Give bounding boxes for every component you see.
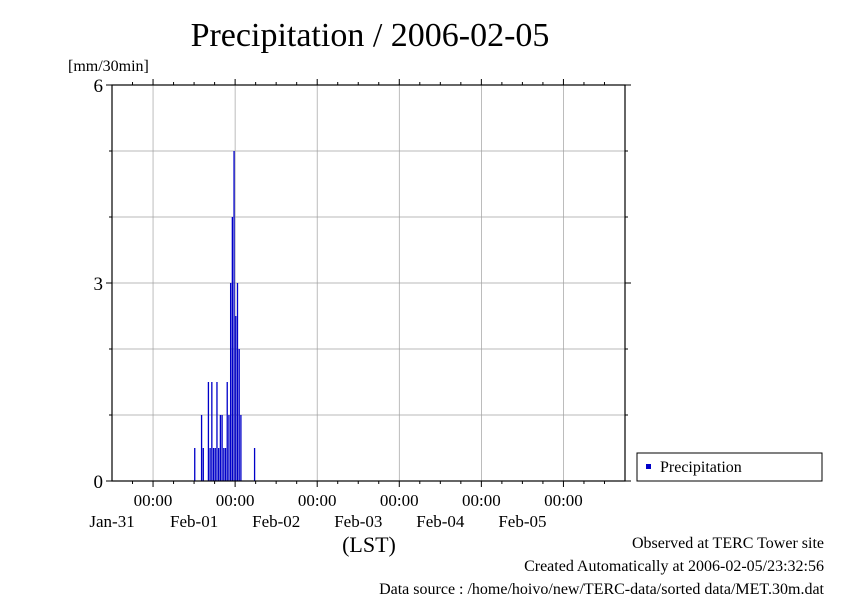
precipitation-bar bbox=[235, 316, 237, 481]
precipitation-bar bbox=[238, 349, 240, 481]
precipitation-bar bbox=[219, 415, 222, 481]
legend: Precipitation bbox=[636, 452, 823, 482]
chart-title: Precipitation / 2006-02-05 bbox=[191, 17, 550, 54]
x-tick-date-label: Feb-03 bbox=[334, 512, 382, 531]
precipitation-bar bbox=[214, 448, 216, 481]
x-tick-date-label: Feb-04 bbox=[416, 512, 465, 531]
footer-observed-site: Observed at TERC Tower site bbox=[631, 535, 824, 552]
precipitation-bar bbox=[211, 382, 213, 481]
y-tick-label: 0 bbox=[94, 472, 104, 493]
precipitation-bar bbox=[218, 448, 220, 481]
precipitation-bar bbox=[209, 448, 211, 481]
bar-layer bbox=[194, 151, 256, 481]
precipitation-bar bbox=[200, 415, 203, 481]
x-axis-label: (LST) bbox=[342, 532, 396, 557]
precipitation-bar bbox=[207, 382, 210, 481]
precipitation-bar bbox=[216, 382, 218, 481]
x-tick-time-label: 00:00 bbox=[216, 491, 255, 510]
x-tick-time-label: 00:00 bbox=[380, 491, 419, 510]
precipitation-bar bbox=[231, 217, 234, 481]
footer-data-source: Data source : /home/hoivo/new/TERC-data/… bbox=[379, 581, 824, 598]
precipitation-bar bbox=[194, 448, 196, 481]
precipitation-bar bbox=[236, 283, 239, 481]
y-tick-label: 6 bbox=[94, 76, 104, 97]
precipitation-bar bbox=[233, 151, 235, 481]
x-tick-time-label: 00:00 bbox=[298, 491, 337, 510]
x-tick-time-label: 00:00 bbox=[134, 491, 173, 510]
label-layer: 03600:00Jan-3100:00Feb-0100:00Feb-0200:0… bbox=[89, 76, 582, 531]
y-axis-unit-label: [mm/30min] bbox=[68, 58, 149, 75]
tick-layer bbox=[106, 79, 631, 487]
precipitation-bar bbox=[224, 448, 227, 481]
grid-layer bbox=[112, 85, 625, 481]
x-tick-time-label: 00:00 bbox=[544, 491, 583, 510]
precipitation-bar bbox=[202, 448, 204, 481]
precipitation-bar bbox=[226, 382, 228, 481]
precipitation-bar bbox=[228, 415, 230, 481]
x-tick-date-label: Jan-31 bbox=[89, 512, 134, 531]
legend-swatch bbox=[646, 464, 651, 469]
precipitation-bar bbox=[223, 448, 225, 481]
precipitation-bar bbox=[212, 448, 215, 481]
x-tick-date-label: Feb-05 bbox=[498, 512, 546, 531]
legend-box bbox=[636, 452, 823, 482]
x-tick-date-label: Feb-01 bbox=[170, 512, 218, 531]
footer-created-timestamp: Created Automatically at 2006-02-05/23:3… bbox=[524, 558, 824, 575]
precipitation-bar bbox=[229, 283, 232, 481]
precipitation-bar bbox=[253, 448, 256, 481]
precipitation-bar bbox=[240, 415, 242, 481]
x-tick-time-label: 00:00 bbox=[462, 491, 501, 510]
legend-label: Precipitation bbox=[660, 459, 742, 476]
x-tick-date-label: Feb-02 bbox=[252, 512, 300, 531]
y-tick-label: 3 bbox=[94, 274, 104, 295]
precipitation-bar bbox=[221, 415, 223, 481]
